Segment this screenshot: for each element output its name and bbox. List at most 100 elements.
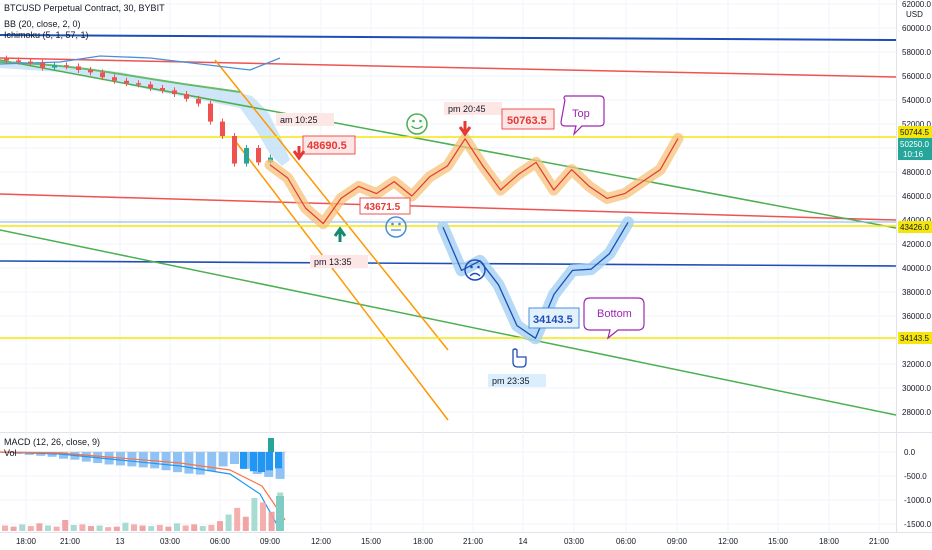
orange-projection-line (269, 138, 679, 225)
moving-average-line (0, 61, 241, 93)
candle-body (52, 65, 57, 68)
bottom-label: Bottom (597, 308, 632, 320)
macd-histogram-bar (47, 452, 57, 457)
highlight-bands (0, 62, 290, 166)
arrow-down-icon (292, 146, 306, 161)
macd-histogram-bar (207, 452, 217, 472)
macd-histogram-bar (161, 452, 171, 471)
macd-histogram-bar (116, 452, 125, 466)
candle-body (172, 90, 177, 94)
price-badge-bottom: 34143.5 (900, 334, 929, 343)
time-label-pm-2: pm 20:45 (448, 104, 486, 114)
arrow-up-icon (333, 226, 347, 242)
candle-body (100, 72, 105, 78)
price-callout-2: 43671.5 (364, 202, 401, 213)
volume-bar (53, 526, 60, 531)
top-speech-bubble (560, 95, 605, 136)
price-badge-top: 50744.5 (900, 128, 929, 137)
symbol-legend[interactable]: BTCUSD Perpetual Contract, 30, BYBIT (4, 3, 165, 13)
candle-body (184, 94, 189, 99)
time-axis[interactable]: 18:00 21:00 13 03:00 06:00 09:00 12:00 15:00 18:… (16, 537, 890, 546)
annotation-box (302, 135, 356, 155)
time-tick-label: 18:00 (819, 537, 840, 546)
volume-bar (191, 524, 198, 531)
ichimoku-legend[interactable]: Ichimoku (5, 1, 57, 1) (4, 30, 89, 40)
candle-body (4, 58, 9, 61)
volume-bar (276, 496, 284, 531)
price-tick-label: 52000.0 (902, 120, 931, 129)
price-tick-label: 48000.0 (902, 168, 931, 177)
time-tick-label: 13 (116, 537, 125, 546)
time-label-pm-1: pm 13:35 (314, 257, 352, 267)
volume-bar (268, 511, 275, 531)
time-tick-label: 21:00 (463, 537, 484, 546)
candle-body (76, 66, 81, 70)
macd-histogram-bar-strong (250, 452, 257, 472)
price-badge-bottom-bg (898, 332, 932, 344)
bb-legend[interactable]: BB (20, close, 2, 0) (4, 19, 81, 29)
orange-channel-line-lower (232, 137, 449, 421)
volume-bar (217, 521, 223, 531)
red-trend-line-top (0, 57, 897, 78)
candle-body (256, 148, 261, 163)
volume-bar (27, 526, 34, 531)
happy-face-icon (406, 113, 428, 135)
macd-histogram-bar (230, 452, 239, 464)
volume-bar (122, 522, 129, 531)
time-tick-label: 03:00 (564, 537, 585, 546)
volume-bar (225, 514, 232, 531)
currency-label: USD (906, 10, 923, 19)
candle-body (112, 77, 117, 81)
macd-histogram-bar (252, 452, 262, 475)
candle-body (16, 60, 21, 62)
price-tick-label: 30000.0 (902, 384, 931, 393)
projection-lines (264, 132, 684, 345)
macd-histogram-bar (59, 452, 68, 459)
macd-histogram-bar-up (268, 438, 274, 452)
time-tick-label: 09:00 (667, 537, 688, 546)
vol-legend[interactable]: Vol (4, 448, 17, 458)
volume-bar (19, 524, 26, 531)
macd-histogram-bar (150, 452, 160, 469)
macd-legend[interactable]: MACD (12, 26, close, 9) (4, 437, 101, 447)
macd-tick-label: -1500.0 (904, 520, 932, 529)
volume-bar (62, 520, 69, 531)
volume-bar (96, 525, 103, 531)
candle-body (124, 80, 129, 84)
volume-bar (208, 524, 215, 531)
volume-bar (45, 525, 51, 531)
price-badge-top-bg (898, 126, 932, 138)
candle-body (196, 98, 201, 104)
time-tick-label: 06:00 (210, 537, 231, 546)
price-tick-label: 32000.0 (902, 360, 931, 369)
annotation-box (276, 113, 334, 126)
macd-line (0, 451, 281, 531)
price-axis[interactable]: 62000.0 60000.0 58000.0 56000.0 54000.0 52000… (898, 0, 932, 417)
macd-histogram-bar-strong (240, 452, 247, 469)
time-tick-label: 15:00 (768, 537, 789, 546)
macd-histogram-bar (195, 452, 205, 475)
price-tick-label: 28000.0 (902, 408, 931, 417)
volume-bar (131, 524, 137, 531)
time-tick-label: 15:00 (361, 537, 382, 546)
time-tick-label: 12:00 (718, 537, 739, 546)
price-tick-label: 42000.0 (902, 240, 931, 249)
blue-projection-line (442, 222, 629, 339)
candle-body (88, 70, 93, 73)
candle-body (220, 121, 225, 136)
volume-bar (36, 523, 43, 531)
candle-body (160, 88, 165, 91)
volume-bar (242, 516, 249, 531)
macd-pane: 0.0 -500.0 -1000.0 -1500.0 (0, 438, 932, 531)
time-tick-label: 06:00 (616, 537, 637, 546)
volume-bar (70, 524, 77, 531)
price-badge-current-bg (898, 138, 932, 150)
price-tick-label: 60000.0 (902, 24, 931, 33)
macd-histogram-bar (218, 452, 228, 467)
macd-histogram-bar (104, 452, 114, 465)
candle-body (64, 65, 69, 67)
volume-bar (88, 526, 94, 531)
volume-bar (260, 502, 266, 531)
pointing-hand-icon (512, 348, 527, 368)
